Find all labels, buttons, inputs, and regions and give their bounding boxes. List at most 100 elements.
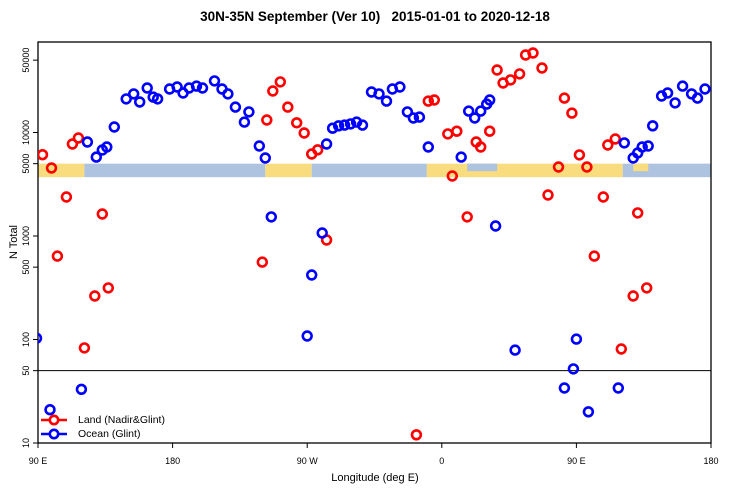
data-point: [282, 101, 294, 113]
x-tick-label: 90 E: [29, 456, 48, 466]
data-point: [642, 140, 654, 152]
data-point: [222, 88, 234, 100]
chart-title: 30N-35N September (Ver 10) 2015-01-01 to…: [200, 9, 550, 24]
y-tick-label: 50: [21, 366, 31, 376]
y-axis-label: N Total: [8, 224, 20, 260]
data-point: [699, 83, 711, 95]
data-point: [640, 282, 653, 294]
surface-band-land: [265, 163, 312, 178]
data-point: [256, 256, 268, 268]
data-point: [602, 139, 614, 151]
data-point: [259, 152, 271, 164]
data-point: [484, 125, 496, 137]
data-point: [484, 94, 496, 106]
series-ocean: [38, 75, 711, 418]
land-series-symbol-icon: [41, 414, 67, 426]
series-land: [38, 47, 653, 441]
data-point: [380, 95, 393, 107]
data-point: [422, 141, 434, 153]
data-point: [558, 382, 571, 394]
data-point: [38, 149, 49, 161]
data-point: [566, 107, 578, 119]
data-point: [489, 220, 502, 232]
data-point: [141, 82, 153, 94]
surface-band-partial-land: [633, 163, 649, 172]
y-tick-label: 1000: [21, 226, 31, 246]
data-point: [413, 111, 426, 123]
data-point: [298, 127, 310, 139]
data-point: [243, 106, 255, 118]
data-point: [661, 87, 674, 99]
data-point: [306, 269, 318, 281]
data-point: [469, 112, 481, 124]
data-point: [267, 85, 279, 97]
surface-band-land: [38, 163, 85, 178]
x-tick-label: 90 E: [567, 456, 586, 466]
data-point: [90, 151, 103, 163]
data-point: [428, 94, 440, 106]
data-point: [72, 132, 85, 144]
data-point: [44, 404, 56, 416]
data-point: [60, 191, 73, 203]
x-tick-label: 0: [439, 456, 444, 466]
data-point: [291, 117, 303, 129]
data-point: [475, 141, 487, 153]
data-point: [669, 97, 681, 109]
data-point: [442, 128, 454, 140]
legend: Land (Nadir&Glint) Ocean (Glint): [39, 413, 165, 441]
x-axis: 90 E 180 90 W 0 90 E 180: [29, 443, 719, 466]
data-point: [542, 189, 554, 201]
data-point: [567, 363, 580, 375]
data-point: [301, 330, 313, 342]
data-point: [134, 96, 146, 108]
data-point: [45, 162, 58, 174]
data-point: [451, 125, 463, 137]
data-point: [513, 68, 526, 80]
data-point: [89, 290, 101, 302]
data-point: [570, 333, 583, 345]
data-point: [344, 118, 357, 130]
data-point: [581, 161, 593, 173]
data-point: [618, 137, 630, 149]
legend-item-land: Land (Nadir&Glint): [39, 413, 165, 427]
data-point: [261, 114, 273, 126]
y-tick-label: 5000: [21, 154, 31, 174]
data-point: [208, 75, 221, 87]
data-point: [128, 88, 140, 100]
data-point: [612, 382, 624, 394]
data-point: [356, 119, 369, 131]
data-point: [394, 81, 406, 93]
data-point: [332, 120, 345, 132]
data-point: [552, 161, 565, 173]
data-point: [573, 149, 586, 161]
data-point: [326, 122, 339, 134]
data-point: [316, 227, 328, 239]
data-point: [615, 343, 627, 355]
data-point: [461, 211, 473, 223]
data-point: [265, 211, 277, 223]
y-tick-label: 50000: [21, 48, 31, 73]
data-point: [51, 250, 64, 262]
data-point: [446, 170, 458, 182]
surface-band-ocean: [84, 163, 266, 178]
data-point: [151, 93, 164, 105]
data-point: [401, 106, 414, 118]
data-point: [636, 141, 648, 153]
data-point: [81, 136, 94, 148]
data-point: [190, 80, 203, 92]
x-tick-label: 180: [165, 456, 180, 466]
data-point: [312, 144, 324, 156]
surface-band-ocean: [311, 163, 427, 178]
legend-label-ocean: Ocean (Glint): [78, 428, 141, 440]
data-point: [597, 191, 609, 203]
data-point: [536, 62, 548, 74]
y-tick-label: 10: [21, 438, 31, 448]
legend-item-ocean: Ocean (Glint): [39, 427, 165, 441]
y-axis: 10 50 100 500 1000 5000 10000 50000: [21, 48, 38, 448]
legend-label-land: Land (Nadir&Glint): [78, 414, 165, 426]
surface-band: [38, 163, 711, 178]
ocean-series-symbol-icon: [41, 428, 67, 440]
data-point: [588, 250, 600, 262]
data-point: [691, 92, 704, 104]
